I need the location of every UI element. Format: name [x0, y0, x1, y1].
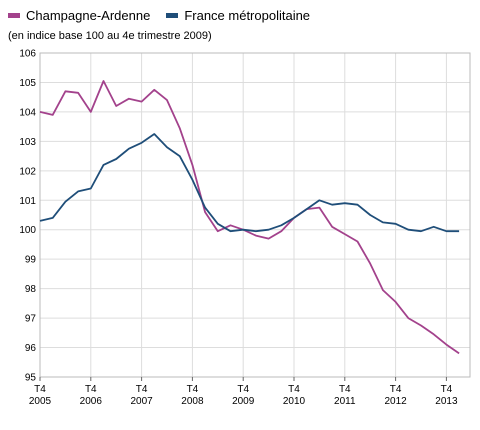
x-tick-label: T4 [390, 384, 402, 395]
x-tick-label: T4 [288, 384, 300, 395]
y-tick-label: 97 [25, 314, 37, 325]
y-tick-label: 98 [25, 284, 37, 295]
y-tick-label: 102 [19, 166, 36, 177]
y-axis: 95 96 97 98 99 100 101 102 103 104 105 106 [19, 49, 36, 384]
x-tick-label: 2011 [334, 396, 356, 407]
legend-item-champagne-ardenne[interactable]: Champagne-Ardenne [8, 8, 150, 23]
x-tick-label: T4 [339, 384, 351, 395]
y-tick-label: 104 [19, 107, 36, 118]
series-line-france-metropolitaine [39, 133, 460, 233]
plot-area [39, 52, 471, 378]
legend: Champagne-Ardenne France métropolitaine [8, 8, 310, 23]
x-tick-label: T4 [34, 384, 46, 395]
y-tick-label: 99 [25, 255, 37, 266]
x-tick-label: T4 [187, 384, 199, 395]
x-tick-label: 2009 [232, 396, 255, 407]
x-tick-label: 2013 [435, 396, 458, 407]
x-tick-label: 2005 [29, 396, 52, 407]
y-tick-label: 96 [25, 343, 37, 354]
legend-label-france-metropolitaine: France métropolitaine [184, 8, 311, 23]
x-tick-label: T4 [136, 384, 148, 395]
x-tick-label: 2010 [283, 396, 306, 407]
x-tick-label: 2007 [130, 396, 153, 407]
legend-swatch-france-metropolitaine [166, 13, 179, 18]
x-tick-label: T4 [85, 384, 97, 395]
y-tick-label: 101 [19, 196, 36, 207]
legend-item-france-metropolitaine[interactable]: France métropolitaine [166, 8, 310, 23]
chart-subtitle: (en indice base 100 au 4e trimestre 2009… [8, 30, 212, 42]
legend-label-champagne-ardenne: Champagne-Ardenne [26, 8, 151, 23]
y-tick-label: 106 [19, 49, 36, 60]
y-tick-label: 95 [25, 373, 37, 384]
x-axis: T42005T42006T42007T42008T42009T42010T420… [29, 377, 458, 407]
series-lines [39, 80, 460, 355]
y-tick-label: 105 [19, 78, 36, 89]
y-tick-label: 103 [19, 137, 36, 148]
legend-swatch-champagne-ardenne [8, 13, 20, 18]
x-tick-label: 2008 [181, 396, 204, 407]
series-line-champagne-ardenne [39, 80, 460, 355]
y-tick-label: 100 [19, 225, 36, 236]
x-tick-label: 2006 [80, 396, 103, 407]
x-tick-label: 2012 [384, 396, 407, 407]
grid [39, 52, 471, 378]
x-tick-label: T4 [441, 384, 453, 395]
x-tick-label: T4 [237, 384, 249, 395]
